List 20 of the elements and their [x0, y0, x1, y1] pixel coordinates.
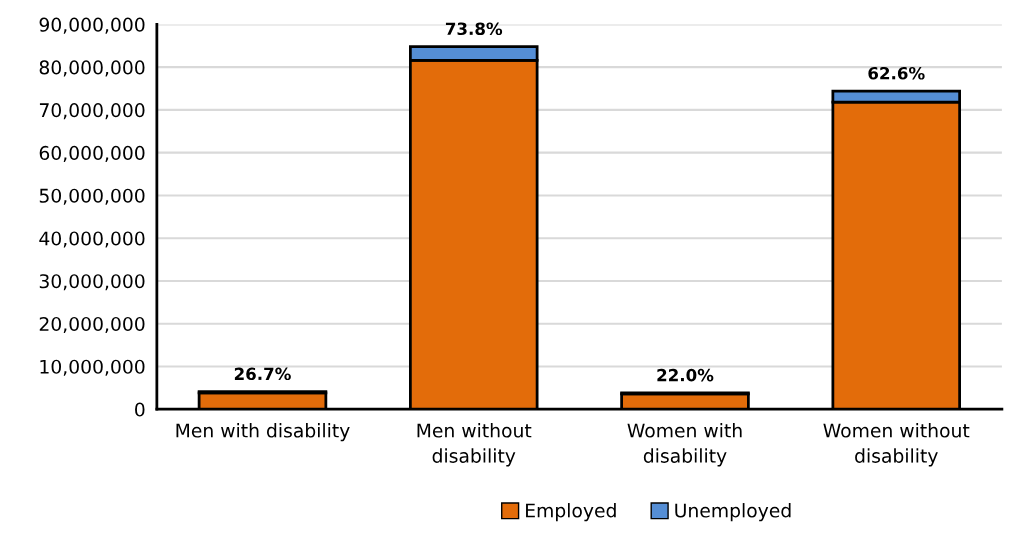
- annotation: 22.0%: [657, 368, 714, 382]
- y-tick-label: 60,000,000: [39, 145, 145, 162]
- y-tick-label: 70,000,000: [39, 103, 145, 120]
- x-tick-label: Women without disability: [823, 423, 970, 467]
- annotation: 62.6%: [868, 66, 925, 80]
- legend-label: Employed: [526, 503, 616, 522]
- y-tick-label: 30,000,000: [39, 274, 145, 291]
- y-tick-label: 40,000,000: [39, 231, 145, 248]
- y-tick-label: 80,000,000: [39, 60, 145, 77]
- y-tick-label: 20,000,000: [39, 316, 145, 333]
- annotation: 26.7%: [234, 367, 291, 381]
- y-tick-label: 50,000,000: [39, 188, 145, 205]
- y-tick-label: 0: [135, 402, 145, 417]
- legend-label: Unemployed: [675, 503, 791, 522]
- y-tick-label: 10,000,000: [40, 359, 145, 376]
- x-tick-label: Men without disability: [417, 423, 532, 467]
- x-tick-label: Men with disability: [176, 423, 350, 442]
- annotation: 73.8%: [445, 22, 503, 36]
- x-tick-label: Women with disability: [627, 423, 742, 467]
- y-tick-label: 90,000,000: [39, 17, 145, 34]
